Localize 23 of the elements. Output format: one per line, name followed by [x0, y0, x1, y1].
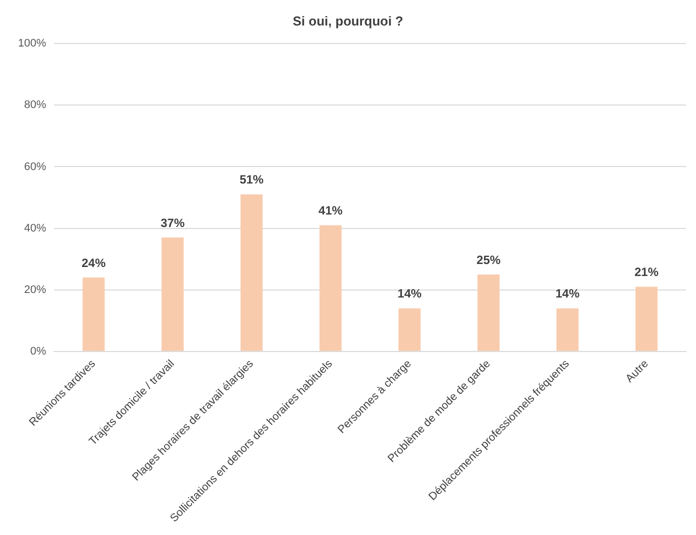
data-label: 51%	[240, 172, 264, 187]
bar	[398, 308, 421, 351]
y-tick-label: 0%	[30, 345, 46, 358]
bar	[162, 238, 184, 351]
data-label: 25%	[476, 252, 501, 267]
bar	[82, 278, 105, 351]
y-tick-label: 80%	[24, 99, 46, 112]
y-tick-label: 100%	[18, 38, 46, 50]
y-tick-label: 40%	[24, 222, 46, 234]
bar	[320, 225, 342, 351]
data-label: 21%	[634, 265, 659, 280]
bar	[556, 308, 579, 351]
data-label: 24%	[82, 256, 106, 270]
y-tick-label: 20%	[24, 284, 46, 296]
data-label: 41%	[318, 204, 343, 218]
data-label: 14%	[556, 286, 580, 301]
bar	[240, 194, 263, 351]
data-label: 37%	[160, 216, 185, 230]
chart-title: Si oui, pourquoi ?	[292, 13, 404, 28]
y-tick-label: 60%	[24, 160, 46, 173]
data-label: 14%	[398, 286, 422, 301]
bar	[635, 286, 658, 351]
bar	[477, 274, 500, 351]
